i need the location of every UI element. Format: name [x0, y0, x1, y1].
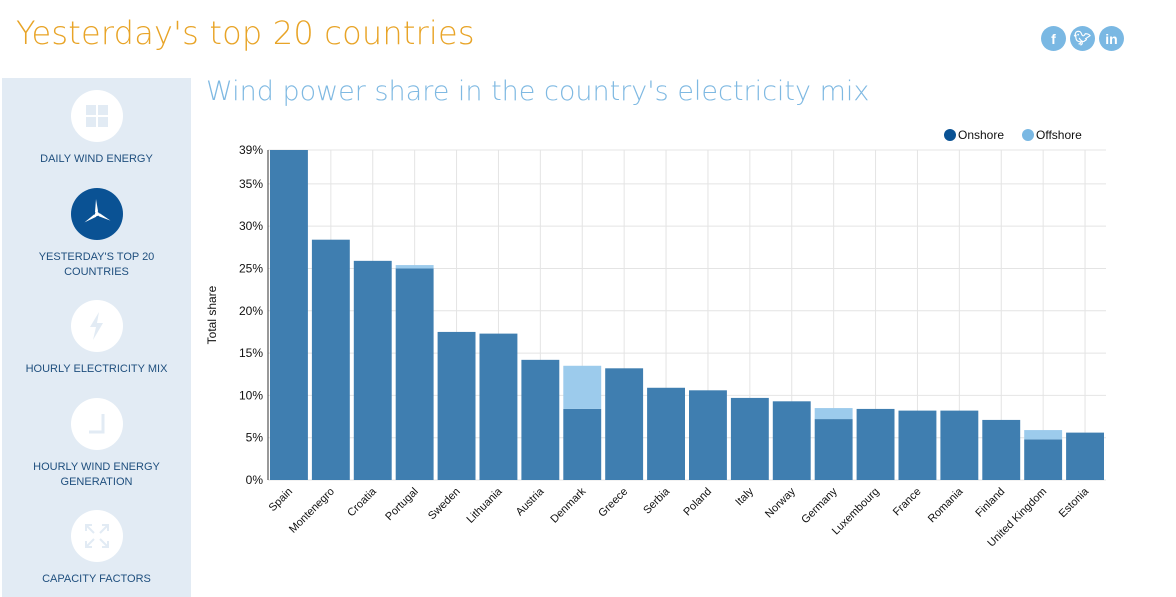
x-tick-label: Serbia [641, 485, 673, 517]
sidebar: DAILY WIND ENERGY YESTERDAY'S TOP 20 COU… [2, 78, 191, 597]
y-tick-label: 10% [239, 388, 263, 402]
legend: Onshore Offshore [944, 128, 1082, 142]
bar-onshore[interactable] [814, 419, 853, 480]
x-tick-label: Croatia [345, 485, 379, 519]
bar-onshore[interactable] [605, 368, 644, 480]
bar-onshore[interactable] [353, 260, 392, 480]
y-tick-label: 39% [239, 143, 263, 157]
y-tick-label: 30% [239, 219, 263, 233]
bar-onshore[interactable] [1024, 439, 1063, 480]
bar-onshore[interactable] [395, 268, 434, 480]
y-tick-label: 0% [246, 473, 264, 487]
x-tick-label: Finland [973, 486, 1007, 520]
x-tick-label: Austria [514, 485, 547, 518]
legend-label-offshore[interactable]: Offshore [1036, 128, 1082, 142]
bar-onshore[interactable] [1066, 432, 1104, 480]
sidebar-item-label: CAPACITY FACTORS [42, 573, 151, 585]
x-tick-label: Spain [267, 486, 295, 514]
bar-onshore[interactable] [563, 408, 602, 480]
bar-offshore[interactable] [814, 408, 853, 420]
x-tick-label: Estonia [1057, 485, 1092, 520]
x-tick-label: Portugal [383, 486, 420, 523]
x-tick-label: France [891, 486, 924, 519]
y-axis-label: Total share [205, 285, 219, 344]
y-tick-label: 35% [239, 177, 263, 191]
x-tick-label: Greece [596, 486, 630, 520]
sidebar-item-hourly-electricity-mix[interactable]: HOURLY ELECTRICITY MIX [2, 300, 191, 377]
legend-marker-onshore [944, 129, 956, 141]
bar-offshore[interactable] [1024, 430, 1063, 440]
bar-onshore[interactable] [730, 397, 769, 480]
sidebar-item-label: HOURLY ELECTRICITY MIX [25, 363, 168, 375]
sidebar-item-top-20-countries[interactable]: YESTERDAY'S TOP 20 COUNTRIES [2, 188, 191, 280]
y-tick-label: 20% [239, 304, 263, 318]
bar-onshore[interactable] [311, 239, 350, 480]
page-title: Yesterday's top 20 countries [16, 14, 475, 52]
chart-title: Wind power share in the country's electr… [206, 76, 870, 107]
bar-onshore[interactable] [479, 333, 518, 480]
sidebar-item-label: DAILY WIND ENERGY [40, 153, 153, 165]
social-links: f 🐦︎ in [1041, 26, 1124, 51]
x-tick-label: Romania [926, 485, 966, 525]
bar-onshore[interactable] [772, 401, 811, 480]
x-tick-label: Sweden [426, 486, 463, 523]
bar-onshore[interactable] [982, 419, 1021, 480]
bar-onshore[interactable] [856, 408, 895, 480]
sidebar-item-label: YESTERDAY'S TOP 20 COUNTRIES [38, 251, 155, 278]
legend-marker-offshore [1022, 129, 1034, 141]
sidebar-item-capacity-factors[interactable]: CAPACITY FACTORS [2, 510, 191, 587]
x-tick-label: Germany [799, 485, 840, 526]
bar-offshore[interactable] [563, 365, 602, 409]
facebook-icon[interactable]: f [1041, 26, 1066, 51]
bar-onshore[interactable] [689, 390, 727, 480]
bar-onshore[interactable] [437, 331, 476, 480]
bar-onshore[interactable] [940, 410, 979, 480]
clock-icon [70, 398, 123, 450]
x-tick-label: Montenegro [287, 486, 337, 536]
sidebar-item-hourly-wind-generation[interactable]: HOURLY WIND ENERGY GENERATION [2, 398, 191, 490]
linkedin-icon[interactable]: in [1099, 26, 1124, 51]
legend-label-onshore[interactable]: Onshore [958, 128, 1004, 142]
expand-arrows-icon [70, 510, 123, 562]
bar-onshore[interactable] [270, 150, 308, 480]
x-tick-label: Poland [681, 486, 714, 519]
x-tick-label: Norway [763, 485, 798, 520]
x-tick-label: Denmark [548, 485, 588, 525]
lightning-icon [70, 300, 123, 352]
x-tick-label: Italy [733, 485, 756, 508]
sidebar-item-daily-wind-energy[interactable]: DAILY WIND ENERGY [2, 90, 191, 167]
y-tick-label: 5% [246, 431, 264, 445]
bar-onshore[interactable] [521, 359, 560, 480]
bar-onshore[interactable] [898, 410, 937, 480]
twitter-icon[interactable]: 🐦︎ [1070, 26, 1095, 51]
sidebar-item-label: HOURLY WIND ENERGY GENERATION [33, 461, 160, 488]
y-tick-label: 15% [239, 346, 263, 360]
wind-turbine-icon [70, 188, 123, 240]
y-tick-label: 25% [239, 261, 263, 275]
bar-offshore[interactable] [395, 265, 434, 269]
x-tick-label: Lithuania [465, 485, 506, 526]
grid-icon [70, 90, 123, 142]
bar-onshore[interactable] [647, 387, 685, 480]
